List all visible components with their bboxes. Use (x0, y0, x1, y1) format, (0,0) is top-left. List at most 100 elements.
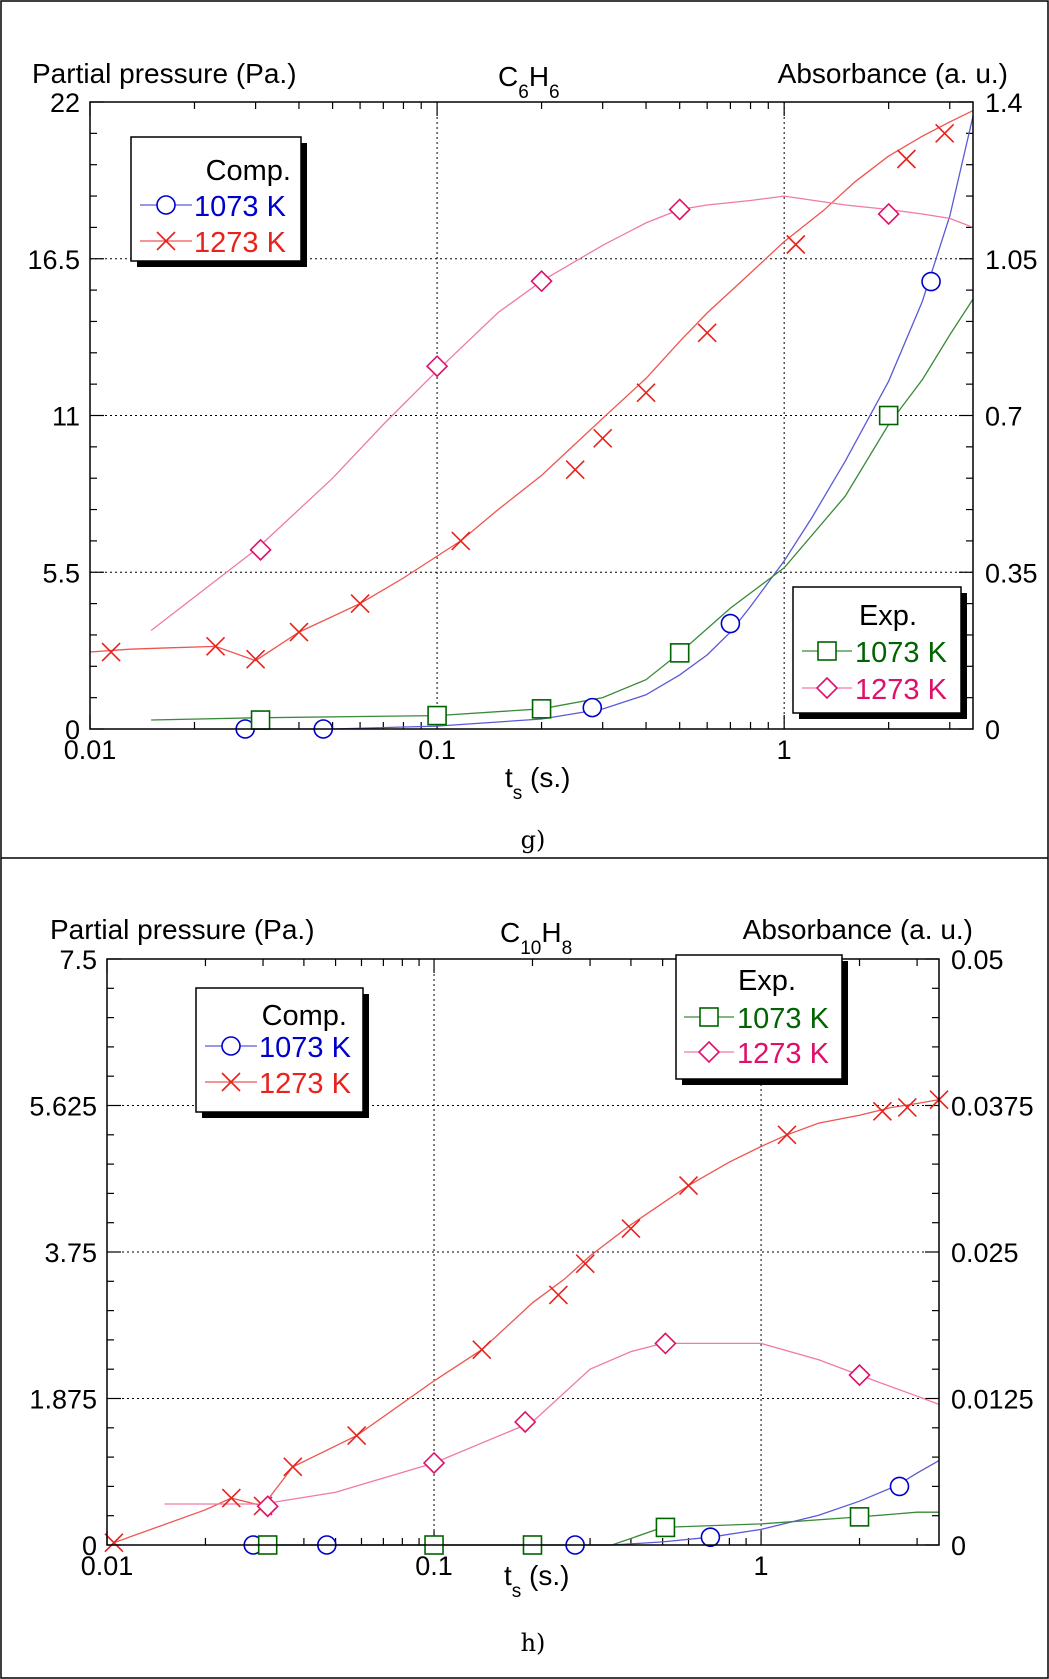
legend-exp-label-1073: 1073 K (855, 637, 948, 669)
plot-area (89, 101, 974, 739)
data-point-diamond (668, 198, 691, 221)
data-point-x (104, 1533, 124, 1553)
series-line (89, 110, 974, 662)
data-point-x (593, 428, 613, 448)
y-axis-right: 0 0.0125 0.025 0.0375 0.05 (951, 945, 1034, 1561)
data-point-square (427, 705, 447, 726)
series-line (253, 1460, 940, 1546)
legend-circle-marker (221, 1036, 241, 1056)
legend-exp-title: Exp. (859, 600, 917, 632)
panel-label: h) (521, 1629, 546, 1657)
y-tick-label-left: 5.625 (29, 1092, 97, 1122)
legend-exp-title: Exp. (738, 965, 796, 997)
y-tick-label-right: 0 (951, 1531, 966, 1561)
y-tick-label-right: 0.0375 (951, 1092, 1034, 1122)
plot-area (104, 958, 949, 1555)
y-tick-label-right: 0.35 (985, 558, 1038, 588)
panel-g: Partial pressure (Pa.) Absorbance (a. u.… (27, 58, 1037, 854)
y-tick-label-right: 1.05 (985, 245, 1038, 275)
legend-exp-entry-1073: 1073 K (802, 637, 948, 669)
data-point-diamond (514, 1410, 537, 1434)
data-point-x (678, 1176, 699, 1196)
y-tick-label-right: 0.025 (951, 1238, 1019, 1268)
legend-exp-entry-1273: 1273 K (802, 674, 948, 706)
data-point-x (451, 531, 471, 551)
y-tick-label-left: 3.75 (44, 1238, 97, 1268)
data-point-x (548, 1285, 568, 1305)
data-point-x (935, 123, 955, 143)
legend-exp-entry-1073: 1073 K (684, 1003, 830, 1035)
data-point-square (250, 710, 271, 730)
y-tick-label-left: 0 (65, 715, 80, 745)
x-tick-label: 0.01 (81, 1551, 134, 1581)
ylabel-right: Absorbance (a. u.) (778, 58, 1008, 89)
legend-comp-title: Comp. (262, 1000, 347, 1032)
panel-label: g) (521, 826, 546, 854)
x-axis-label: ts (s.) (504, 1560, 570, 1602)
data-point-x (565, 460, 585, 480)
data-point-circle (582, 697, 603, 718)
data-point-x (636, 383, 656, 403)
data-point-x (101, 642, 121, 662)
data-point-x (777, 1125, 797, 1145)
data-point-x (896, 149, 916, 169)
x-axis: 0.01 0.1 1 (81, 1551, 769, 1581)
data-point-x (621, 1218, 641, 1239)
data-point-square (669, 643, 690, 663)
legend-exp-entry-1273: 1273 K (684, 1038, 830, 1070)
legend-x-marker (156, 231, 176, 251)
legend-comp: Comp. 1073 K 1273 K (130, 136, 307, 267)
data-point-x (575, 1254, 595, 1274)
series-line (151, 298, 974, 721)
x-tick-label: 0.1 (418, 735, 456, 765)
data-point-circle (700, 1527, 721, 1547)
legend-comp-entry-1073: 1073 K (140, 191, 287, 223)
y-tick-label-left: 0 (82, 1531, 97, 1561)
data-point-square (878, 405, 899, 426)
data-point-x (350, 594, 370, 614)
data-point-circle (921, 271, 941, 292)
legend-diamond-marker (697, 1040, 721, 1064)
data-point-x (347, 1426, 367, 1446)
plot-frame (89, 101, 974, 730)
y-tick-label-left: 5.5 (42, 558, 80, 588)
data-point-diamond (425, 355, 449, 378)
x-axis-label: ts (s.) (505, 762, 571, 804)
y-tick-label-right: 0.7 (985, 402, 1023, 432)
data-point-diamond (848, 1363, 871, 1387)
data-point-x (221, 1488, 241, 1508)
x-tick-label: 0.01 (64, 735, 117, 765)
y-tick-label-right: 0.0125 (951, 1385, 1034, 1415)
y-tick-label-right: 0 (985, 715, 1000, 745)
legend-exp-label-1073: 1073 K (737, 1003, 830, 1035)
data-point-x (205, 636, 226, 656)
plot-frame (106, 958, 940, 1546)
y-tick-label-left: 11 (52, 402, 80, 432)
data-point-diamond (256, 1495, 279, 1518)
x-tick-label: 1 (754, 1551, 769, 1581)
data-point-x (872, 1101, 892, 1121)
data-point-diamond (422, 1451, 446, 1475)
data-point-x (786, 234, 806, 255)
x-tick-label: 0.1 (415, 1551, 453, 1581)
data-point-diamond (654, 1332, 677, 1355)
legend-square-marker (699, 1007, 719, 1027)
data-point-circle (889, 1476, 910, 1497)
data-point-x (697, 323, 717, 343)
data-point-x (897, 1097, 917, 1118)
series-line (263, 1511, 939, 1546)
legend-comp-entry-1073: 1073 K (205, 1032, 352, 1064)
data-point-diamond (530, 270, 553, 293)
y-tick-label-right: 1.4 (985, 88, 1023, 118)
y-tick-label-left: 16.5 (27, 245, 80, 275)
data-point-square (531, 699, 552, 719)
legend-comp: Comp. 1073 K 1273 K (195, 987, 369, 1118)
y-axis-left: 0 5.5 11 16.5 22 (27, 88, 80, 745)
series-line (113, 1098, 940, 1544)
y-tick-label-left: 22 (50, 88, 80, 118)
legend-exp-label-1273: 1273 K (855, 674, 948, 706)
y-axis-left: 0 1.875 3.75 5.625 7.5 (29, 945, 97, 1561)
y-axis-right: 0 0.35 0.7 1.05 1.4 (985, 88, 1038, 745)
panel-h: Partial pressure (Pa.) Absorbance (a. u.… (29, 914, 1033, 1657)
